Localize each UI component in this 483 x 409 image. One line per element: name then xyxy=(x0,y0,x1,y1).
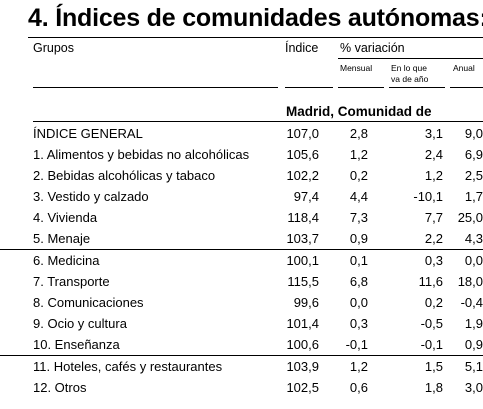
row-label: 1. Alimentos y bebidas no alcohólicas xyxy=(33,147,250,162)
row-label: 3. Vestido y calzado xyxy=(33,189,149,204)
ytd-value: 0,3 xyxy=(424,253,443,268)
monthly-value: 7,3 xyxy=(349,210,368,225)
ytd-value: 2,4 xyxy=(424,147,443,162)
annual-value: 4,3 xyxy=(464,231,483,246)
annual-value: 25,0 xyxy=(457,210,483,225)
column-header-ytd-line1: En lo que xyxy=(391,63,427,73)
title-rule xyxy=(28,37,483,38)
table-row: 1. Alimentos y bebidas no alcohólicas 10… xyxy=(0,144,483,165)
monthly-value: 4,4 xyxy=(349,189,368,204)
index-value: 99,6 xyxy=(293,295,319,310)
header-rule-annual xyxy=(450,87,483,88)
monthly-value: 0,6 xyxy=(349,380,368,395)
ytd-value: -10,1 xyxy=(413,189,443,204)
monthly-value: 1,2 xyxy=(349,147,368,162)
ytd-value: 2,2 xyxy=(424,231,443,246)
annual-value: 5,1 xyxy=(464,359,483,374)
row-label: 9. Ocio y cultura xyxy=(33,316,127,331)
table-row: 8. Comunicaciones 99,6 0,0 0,2 -0,4 xyxy=(0,292,483,313)
annual-value: 9,0 xyxy=(464,126,483,141)
table-row: 7. Transporte 115,5 6,8 11,6 18,0 xyxy=(0,271,483,292)
ytd-value: 0,2 xyxy=(424,295,443,310)
table-row: 9. Ocio y cultura 101,4 0,3 -0,5 1,9 xyxy=(0,313,483,334)
row-label: 7. Transporte xyxy=(33,274,110,289)
ytd-value: 7,7 xyxy=(424,210,443,225)
page-title: 4. Índices de comunidades autónomas: xyxy=(28,4,483,32)
region-title: Madrid, Comunidad de xyxy=(286,104,432,119)
header-rule-groups xyxy=(33,87,278,88)
index-value: 102,2 xyxy=(286,168,319,183)
index-value: 103,7 xyxy=(286,231,319,246)
row-label: 11. Hoteles, cafés y restaurantes xyxy=(33,359,223,374)
row-label: 4. Vivienda xyxy=(33,210,98,225)
row-label: ÍNDICE GENERAL xyxy=(33,126,143,141)
annual-value: 6,9 xyxy=(464,147,483,162)
ytd-value: 11,6 xyxy=(418,274,443,289)
monthly-value: 0,2 xyxy=(349,168,368,183)
ytd-value: 1,8 xyxy=(424,380,443,395)
annual-value: 2,5 xyxy=(464,168,483,183)
table-row: 4. Vivienda 118,4 7,3 7,7 25,0 xyxy=(0,207,483,228)
column-header-ytd-line2: va de año xyxy=(391,74,429,84)
annual-value: 0,0 xyxy=(464,253,483,268)
ytd-value: 1,2 xyxy=(424,168,443,183)
column-header-variation: % variación xyxy=(340,41,405,55)
header-rule-ytd xyxy=(389,87,445,88)
table-row: 5. Menaje 103,7 0,9 2,2 4,3 xyxy=(0,228,483,250)
index-value: 107,0 xyxy=(286,126,319,141)
index-value: 105,6 xyxy=(286,147,319,162)
table-row: 3. Vestido y calzado 97,4 4,4 -10,1 1,7 xyxy=(0,186,483,207)
index-table: ÍNDICE GENERAL 107,0 2,8 3,1 9,0 1. Alim… xyxy=(0,123,483,398)
ytd-value: 3,1 xyxy=(424,126,443,141)
index-value: 115,5 xyxy=(287,274,319,289)
table-row: 6. Medicina 100,1 0,1 0,3 0,0 xyxy=(0,250,483,271)
annual-value: -0,4 xyxy=(460,295,483,310)
monthly-value: 1,2 xyxy=(349,359,368,374)
ytd-value: -0,1 xyxy=(420,337,443,352)
variation-rule xyxy=(338,58,483,59)
table-row: 2. Bebidas alcohólicas y tabaco 102,2 0,… xyxy=(0,165,483,186)
index-value: 100,1 xyxy=(286,253,319,268)
index-value: 101,4 xyxy=(286,316,319,331)
column-header-annual: Anual xyxy=(453,63,475,73)
index-value: 118,4 xyxy=(287,210,319,225)
table-row: 11. Hoteles, cafés y restaurantes 103,9 … xyxy=(0,356,483,377)
row-label: 6. Medicina xyxy=(33,253,100,268)
monthly-value: 0,0 xyxy=(349,295,368,310)
index-value: 102,5 xyxy=(286,380,319,395)
index-value: 103,9 xyxy=(286,359,319,374)
column-header-index: Índice xyxy=(285,41,319,55)
table-row: ÍNDICE GENERAL 107,0 2,8 3,1 9,0 xyxy=(0,123,483,144)
index-value: 100,6 xyxy=(286,337,319,352)
table-row: 10. Enseñanza 100,6 -0,1 -0,1 0,9 xyxy=(0,334,483,356)
annual-value: 0,9 xyxy=(464,337,483,352)
header-rule-index xyxy=(285,87,333,88)
annual-value: 1,9 xyxy=(464,316,483,331)
index-value: 97,4 xyxy=(293,189,319,204)
monthly-value: 0,1 xyxy=(349,253,368,268)
row-label: 2. Bebidas alcohólicas y tabaco xyxy=(33,168,216,183)
ytd-value: -0,5 xyxy=(420,316,443,331)
row-label: 12. Otros xyxy=(33,380,87,395)
row-label: 8. Comunicaciones xyxy=(33,295,144,310)
region-rule xyxy=(33,121,483,122)
annual-value: 1,7 xyxy=(464,189,483,204)
header-rule-monthly xyxy=(338,87,384,88)
row-label: 5. Menaje xyxy=(33,231,91,246)
annual-value: 18,0 xyxy=(457,274,483,289)
monthly-value: 2,8 xyxy=(349,126,368,141)
row-label: 10. Enseñanza xyxy=(33,337,120,352)
column-header-monthly: Mensual xyxy=(340,63,373,73)
annual-value: 3,0 xyxy=(464,380,483,395)
ytd-value: 1,5 xyxy=(424,359,443,374)
table-row: 12. Otros 102,5 0,6 1,8 3,0 xyxy=(0,377,483,398)
monthly-value: -0,1 xyxy=(345,337,368,352)
monthly-value: 0,3 xyxy=(349,316,368,331)
monthly-value: 0,9 xyxy=(349,231,368,246)
monthly-value: 6,8 xyxy=(349,274,368,289)
column-header-groups: Grupos xyxy=(33,41,74,55)
